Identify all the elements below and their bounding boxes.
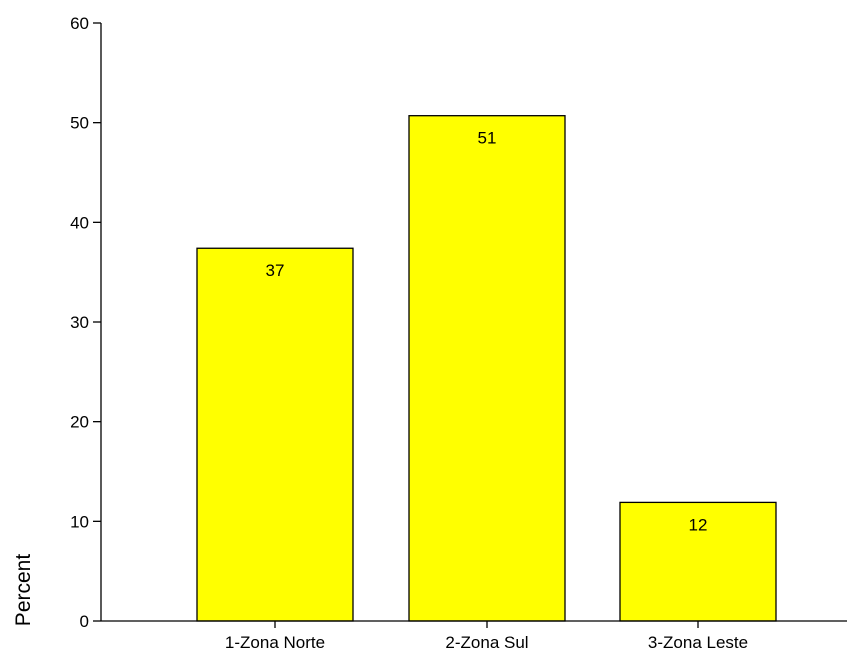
y-tick-label: 20 <box>70 413 89 432</box>
x-tick-label: 1-Zona Norte <box>225 633 325 652</box>
bar-value-label: 12 <box>689 515 708 534</box>
bar <box>196 247 354 622</box>
bar <box>619 501 777 622</box>
x-axis: 1-Zona Norte 2-Zona Sul 3-Zona Leste <box>101 620 847 652</box>
x-tick-label: 2-Zona Sul <box>445 633 528 652</box>
bar-value-label: 37 <box>266 261 285 280</box>
bars-group <box>196 115 777 622</box>
data-labels-group: 37 51 12 <box>266 129 708 535</box>
y-tick-label: 0 <box>80 612 89 631</box>
y-tick-label: 30 <box>70 313 89 332</box>
bar-value-label: 51 <box>478 129 497 148</box>
y-tick-label: 40 <box>70 213 89 232</box>
y-tick-label: 50 <box>70 114 89 133</box>
y-axis-title: Percent <box>12 554 35 627</box>
x-tick-label: 3-Zona Leste <box>648 633 748 652</box>
y-axis: 0 10 20 30 40 50 60 <box>70 14 102 631</box>
y-tick-label: 60 <box>70 14 89 33</box>
bar <box>408 115 566 622</box>
y-tick-label: 10 <box>70 512 89 531</box>
